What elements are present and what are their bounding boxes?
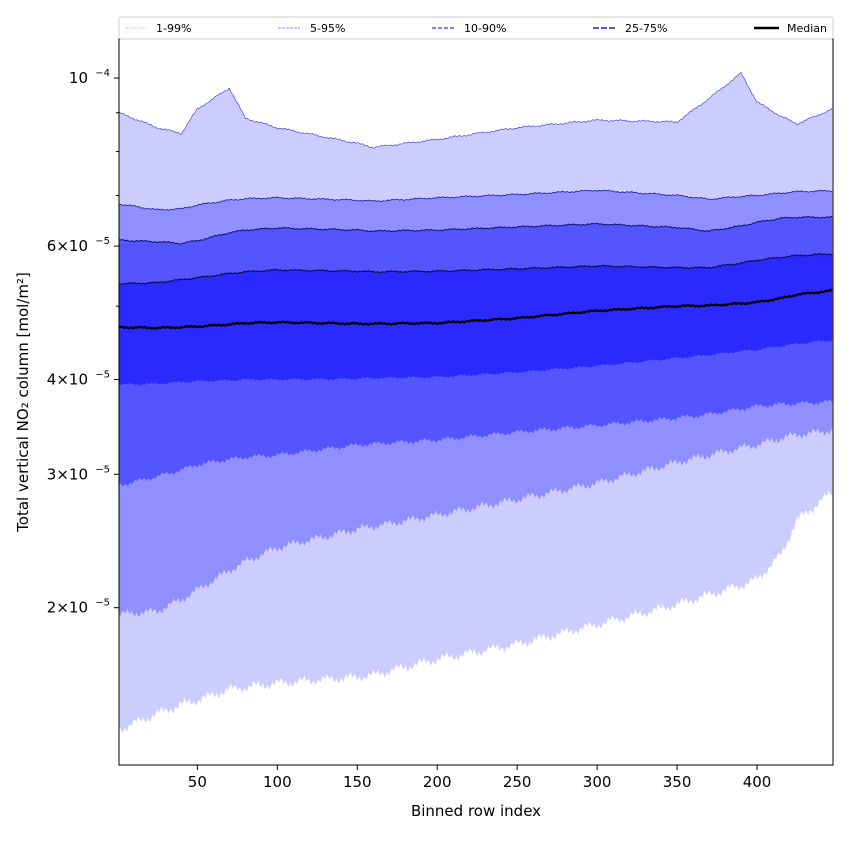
x-tick-label: 100 — [263, 773, 292, 791]
legend-label-5-95: 5-95% — [310, 22, 345, 35]
x-tick-label: 150 — [343, 773, 372, 791]
edge-P90 — [118, 215, 833, 245]
x-tick-label: 300 — [583, 773, 612, 791]
y-tick-label: 6×10 −5 — [47, 236, 110, 255]
y-axis: 2×10 −5 3×10 −5 4×10 −5 6×10−5 10−4 — [47, 68, 119, 617]
y-tick-label: 10 −4 — [69, 68, 110, 87]
x-tick-label: 250 — [503, 773, 532, 791]
y-tick-label: 2×10 −5 — [47, 598, 110, 617]
legend-label-10-90: 10-90% — [464, 22, 506, 35]
edge-P95 — [118, 189, 833, 211]
legend-label-25-75: 25-75% — [625, 22, 667, 35]
x-tick-label: 400 — [743, 773, 772, 791]
x-tick-label: 350 — [663, 773, 692, 791]
legend: 1-99% 5-95% 10-90% 25-75% Median — [118, 16, 834, 40]
legend-label-1-99: 1-99% — [156, 22, 191, 35]
y-axis-label: Total vertical NO₂ column [mol/m²] — [14, 272, 32, 533]
legend-label-median: Median — [787, 22, 827, 35]
bands-layer — [119, 72, 833, 734]
y-tick-label: 4×10 −5 — [47, 370, 110, 389]
edge-P75 — [118, 252, 833, 286]
x-tick-label: 50 — [188, 773, 207, 791]
median-line — [118, 288, 833, 330]
x-axis: 50 100 150 200 250 300 350 400 — [188, 765, 772, 791]
x-tick-label: 200 — [423, 773, 452, 791]
edge-P99 — [118, 72, 833, 149]
x-axis-label: Binned row index — [411, 802, 541, 820]
edges-layer — [118, 72, 833, 330]
legend-box — [118, 16, 834, 40]
y-tick-label: 3×10 −5 — [47, 464, 110, 483]
